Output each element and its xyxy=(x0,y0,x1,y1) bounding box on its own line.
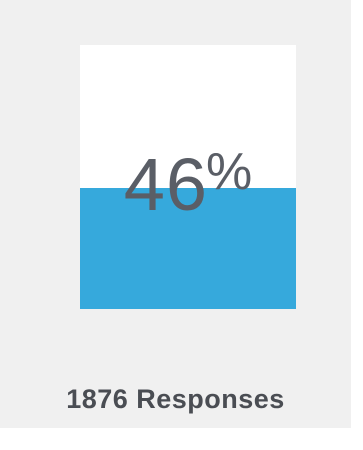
meter-fill xyxy=(80,187,296,309)
percentage-value: 46% xyxy=(80,141,296,229)
stat-card: 46% 1876 Responses xyxy=(0,0,351,428)
percentage-number: 46 xyxy=(123,143,209,226)
percent-sign: % xyxy=(206,143,253,201)
percentage-meter: 46% xyxy=(80,45,296,309)
responses-count: 1876 Responses xyxy=(66,384,285,414)
